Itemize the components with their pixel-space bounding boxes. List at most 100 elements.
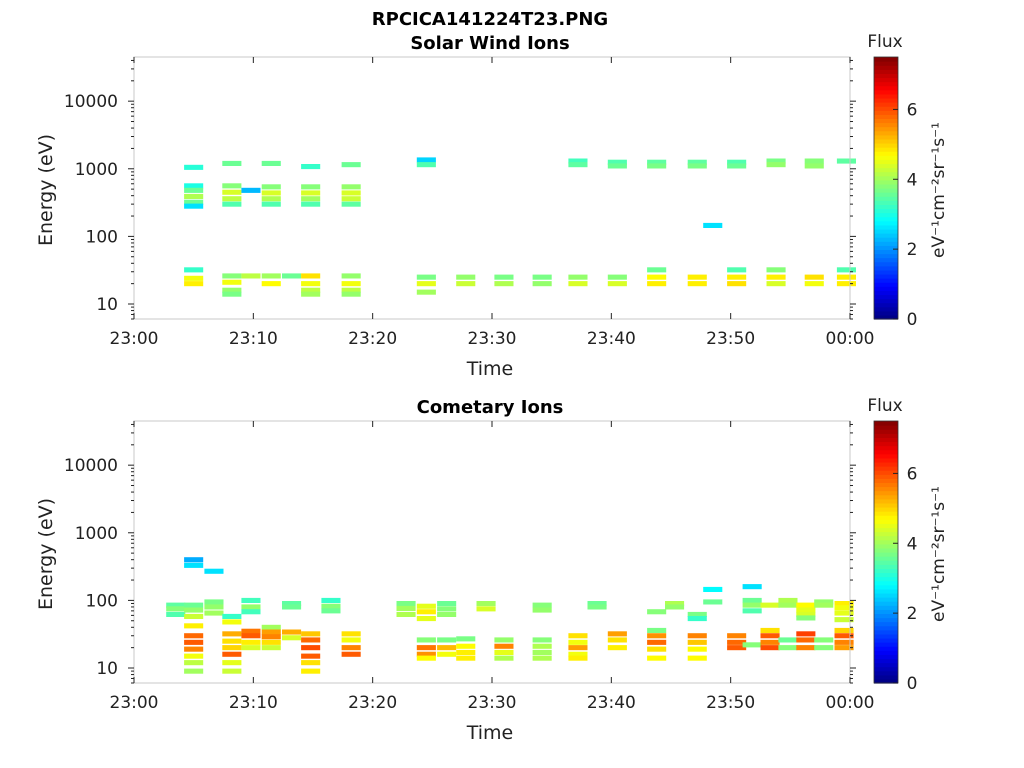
flux-cell xyxy=(416,157,436,163)
colorbar-segment xyxy=(874,130,898,136)
colorbar-segment xyxy=(874,519,898,524)
flux-cell xyxy=(532,643,552,649)
flux-cell xyxy=(204,568,224,574)
flux-cell xyxy=(184,275,204,281)
colorbar-cometary: 0 2 4 6 xyxy=(873,420,918,694)
flux-cell xyxy=(778,637,798,643)
flux-cell xyxy=(301,631,321,637)
flux-cell xyxy=(778,645,798,651)
colorbar-segment xyxy=(874,564,898,569)
colorbar-segment xyxy=(874,102,898,107)
colorbar-segment xyxy=(874,183,898,189)
colorbar-solar-wind: 0 2 4 6 xyxy=(873,56,918,330)
flux-cell xyxy=(222,668,242,674)
flux-cell xyxy=(301,164,321,170)
colorbar-segment xyxy=(874,126,898,132)
colorbar-tick-label: 4 xyxy=(907,534,918,554)
flux-cell xyxy=(241,645,261,651)
flux-cell xyxy=(814,599,834,605)
flux-cell xyxy=(341,637,361,643)
x-tick-label: 00:00 xyxy=(826,329,875,349)
flux-cell xyxy=(184,183,204,189)
colorbar-frame xyxy=(873,420,899,684)
colorbar-segment xyxy=(874,85,898,91)
flux-cell xyxy=(184,646,204,652)
flux-cell xyxy=(665,601,685,607)
flux-cell xyxy=(261,639,281,645)
flux-cell xyxy=(184,562,204,568)
colorbar-segment xyxy=(874,282,898,287)
flux-cell xyxy=(261,281,281,287)
colorbar-segment xyxy=(874,65,898,70)
flux-cell xyxy=(261,645,281,651)
colorbar-segment xyxy=(874,159,898,165)
flux-cell xyxy=(647,646,667,652)
flux-cell xyxy=(607,631,627,637)
flux-cell xyxy=(437,611,457,617)
colorbar-segment xyxy=(874,629,898,635)
colorbar-segment xyxy=(874,625,898,631)
flux-cell xyxy=(184,267,204,273)
colorbar-segment xyxy=(874,69,898,74)
colorbar-segment xyxy=(874,584,898,590)
flux-cell xyxy=(727,281,747,287)
colorbar-segment xyxy=(874,224,898,230)
colorbar-segment xyxy=(874,597,898,602)
flux-cell xyxy=(568,274,588,280)
y-tick-label: 10000 xyxy=(64,92,118,112)
flux-cell xyxy=(766,158,786,164)
flux-cell xyxy=(607,637,627,643)
colorbar-segment xyxy=(874,642,898,647)
flux-cell xyxy=(222,273,242,279)
flux-cell xyxy=(166,606,186,612)
flux-cell xyxy=(834,633,854,639)
colorbar-segment xyxy=(874,278,898,283)
flux-cell xyxy=(261,273,281,279)
flux-cell xyxy=(301,668,321,674)
flux-cell xyxy=(184,660,204,666)
colorbar-segment xyxy=(874,572,898,578)
flux-cell xyxy=(796,645,816,651)
flux-cell xyxy=(301,653,321,659)
flux-cell xyxy=(804,158,824,164)
flux-cell xyxy=(742,602,762,608)
flux-cell xyxy=(687,611,707,617)
colorbar-tick-label: 6 xyxy=(907,464,918,484)
colorbar-segment xyxy=(874,134,898,140)
flux-cell xyxy=(416,289,436,295)
colorbar-segment xyxy=(874,531,898,537)
flux-cell xyxy=(184,281,204,287)
flux-cell xyxy=(804,163,824,169)
flux-cell xyxy=(416,655,436,661)
colorbar-segment xyxy=(874,658,898,664)
x-tick-label: 23:20 xyxy=(348,329,397,349)
flux-cell xyxy=(727,645,747,651)
colorbar-segment xyxy=(874,257,898,263)
flux-cell xyxy=(184,193,204,199)
y-tick-label: 10000 xyxy=(64,456,118,476)
flux-cell xyxy=(703,599,723,605)
colorbar-segment xyxy=(874,633,898,639)
flux-cell xyxy=(778,597,798,603)
flux-cell xyxy=(241,628,261,634)
colorbar-segment xyxy=(874,592,898,598)
flux-cell xyxy=(766,267,786,273)
flux-cell xyxy=(416,274,436,280)
colorbar-segment xyxy=(874,527,898,533)
y-axis-label-cometary: Energy (eV) xyxy=(35,498,57,610)
x-tick-label: 23:10 xyxy=(229,693,278,713)
colorbar-tick-label: 0 xyxy=(907,310,918,330)
colorbar-segment xyxy=(874,122,898,128)
colorbar-segment xyxy=(874,433,898,438)
flux-cell xyxy=(568,158,588,164)
flux-cell xyxy=(241,604,261,610)
colorbar-segment xyxy=(874,556,898,561)
colorbar-segment xyxy=(874,511,898,516)
flux-cell xyxy=(222,651,242,657)
colorbar-segment xyxy=(874,261,898,267)
flux-cell xyxy=(647,274,667,280)
flux-cell xyxy=(494,274,514,280)
flux-cell xyxy=(222,183,242,189)
plot-area-cometary xyxy=(134,421,850,683)
colorbar-title-cometary: Flux xyxy=(867,396,902,416)
